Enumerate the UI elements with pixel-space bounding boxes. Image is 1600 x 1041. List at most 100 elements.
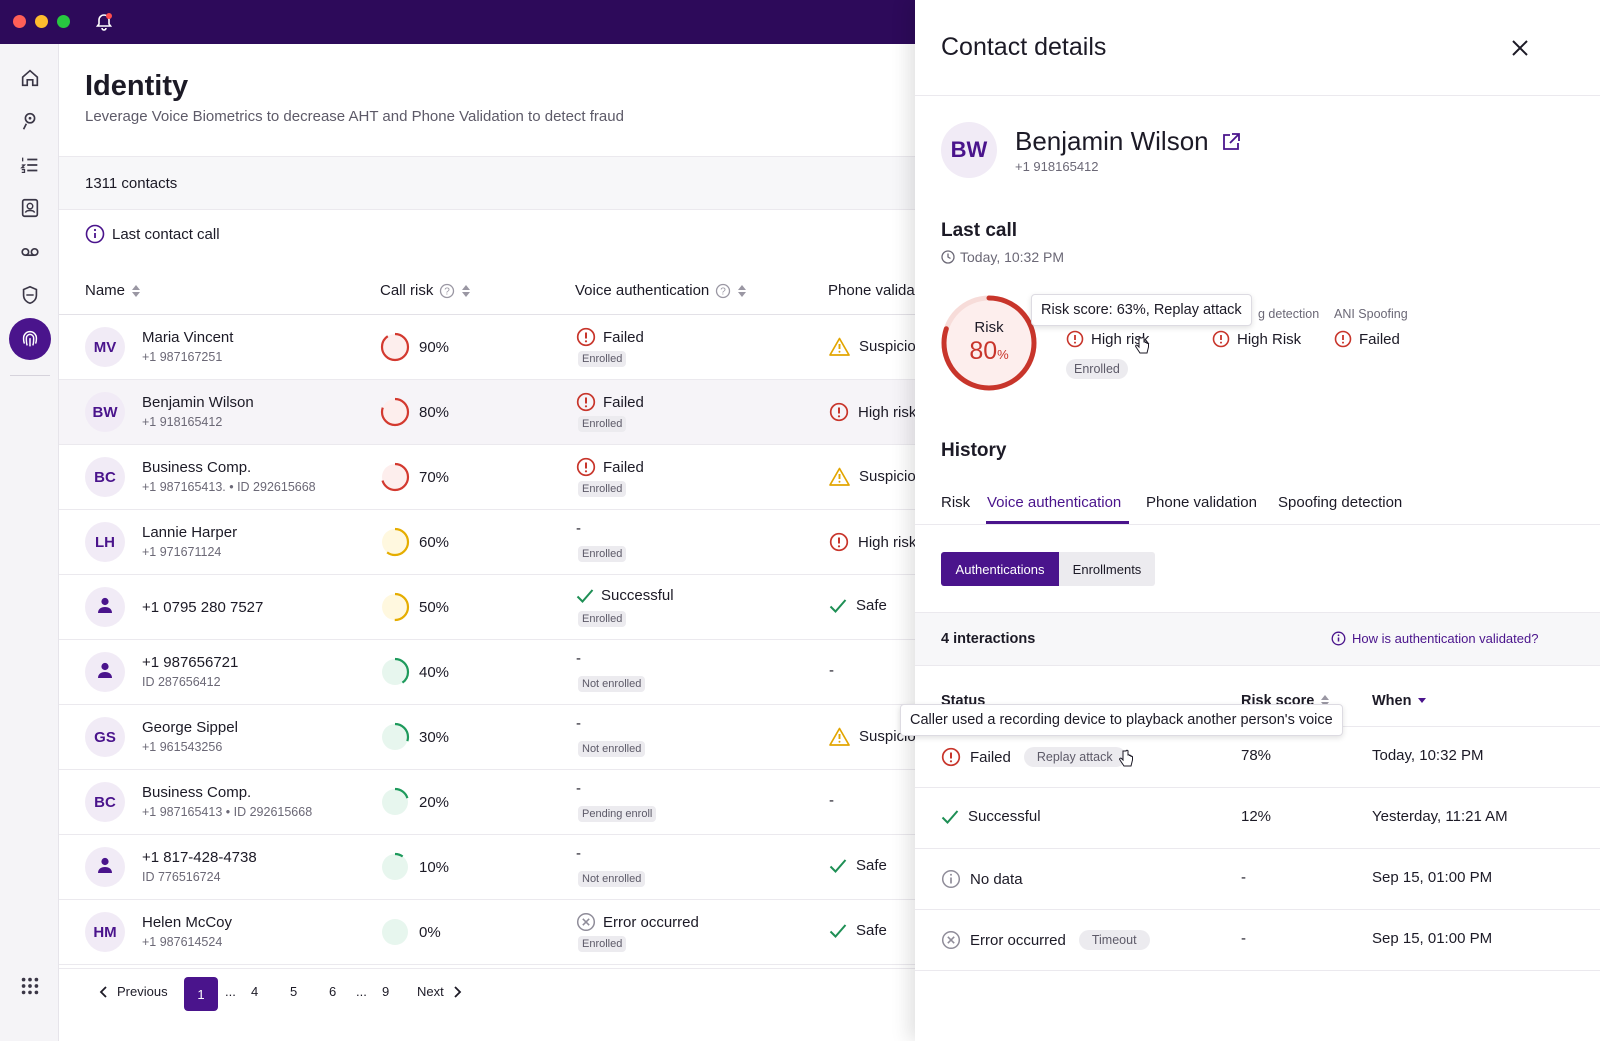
home-icon[interactable] (14, 62, 46, 94)
page-button-1[interactable]: 1 (184, 977, 218, 1011)
identity-main: Identity Leverage Voice Biometrics to de… (59, 44, 919, 1041)
history-header-when[interactable]: When (1372, 693, 1427, 709)
svg-text:?: ? (721, 286, 727, 297)
voice-auth-text: - (576, 845, 581, 862)
last-call-time-text: Today, 10:32 PM (960, 249, 1065, 265)
phone-validation-text: Suspicio (859, 468, 916, 485)
enrollment-chip: Not enrolled (578, 871, 646, 887)
alert-icon (1212, 330, 1230, 348)
previous-page-button[interactable]: Previous (99, 984, 168, 999)
avatar-initials: BC (94, 468, 116, 486)
column-header-voice-authentication[interactable]: Voice authentication? (575, 282, 747, 299)
enrollment-chip: Not enrolled (578, 676, 646, 692)
list-icon[interactable] (14, 149, 46, 181)
avatar-initials: LH (95, 533, 115, 551)
call-risk-ring (380, 852, 410, 882)
table-row[interactable]: BC Business Comp. +1 987165413. • ID 29261… (59, 445, 919, 510)
contact-phone: +1 987167251 (142, 350, 223, 364)
call-risk-value: 0% (419, 924, 441, 941)
help-icon[interactable]: ? (439, 283, 455, 299)
page-button-4[interactable]: 4 (251, 984, 259, 999)
table-row[interactable]: HM Helen McCoy +1 987614524 0% Error occurre… (59, 900, 919, 965)
warning-icon (829, 467, 850, 486)
close-window-button[interactable] (13, 15, 26, 28)
contact-phone: +1 987165413. • ID 292615668 (142, 480, 316, 494)
help-icon[interactable]: ? (715, 283, 731, 299)
history-status: No data (941, 869, 1023, 889)
phone-validation-status: - (829, 792, 834, 809)
next-page-button[interactable]: Next (417, 984, 462, 999)
risk-gauge-value: 80% (939, 337, 1039, 366)
history-status-chip[interactable]: Replay attack (1023, 747, 1126, 767)
call-risk-value: 90% (419, 339, 450, 356)
page-button-5[interactable]: 5 (290, 984, 298, 999)
history-row[interactable]: Error occurred Timeout - Sep 15, 01:00 PM (915, 910, 1600, 971)
alert-icon (1066, 330, 1084, 348)
risk-value-unit: % (997, 347, 1009, 362)
shield-icon[interactable] (14, 279, 46, 311)
previous-label: Previous (117, 984, 168, 999)
column-header-name[interactable]: Name (85, 282, 141, 299)
authentication-help-link[interactable]: How is authentication validated? (1331, 631, 1538, 646)
call-risk-value: 50% (419, 599, 450, 616)
apps-grid-icon[interactable] (14, 970, 46, 1002)
call-risk-ring (380, 657, 410, 687)
table-row[interactable]: +1 817-428-4738 ID 776516724 10% - Not enrol… (59, 835, 919, 900)
history-row[interactable]: No data - Sep 15, 01:00 PM (915, 849, 1600, 910)
table-row[interactable]: LH Lannie Harper +1 971671124 60% - Enrolled H… (59, 510, 919, 575)
page-button-6[interactable]: 6 (329, 984, 337, 999)
minimize-window-button[interactable] (35, 15, 48, 28)
history-status-text: No data (970, 870, 1023, 888)
notification-bell-icon[interactable] (94, 12, 114, 32)
voice-auth-status: Failed (576, 327, 644, 347)
last-call-heading: Last call (941, 220, 1018, 241)
tabs-divider (915, 524, 1600, 525)
history-heading: History (941, 440, 1007, 461)
segment-authentications[interactable]: Authentications (941, 552, 1059, 586)
agent-assist-icon[interactable] (14, 105, 46, 137)
page-button-9[interactable]: 9 (382, 984, 390, 999)
tab-risk[interactable]: Risk (941, 494, 971, 511)
segment-enrollments[interactable]: Enrollments (1059, 552, 1155, 586)
voice-auth-text: Error occurred (603, 913, 699, 931)
maximize-window-button[interactable] (57, 15, 70, 28)
history-status-text: Failed (970, 748, 1011, 766)
tab-spoofing-detection[interactable]: Spoofing detection (1278, 494, 1403, 511)
column-header-phone-validation[interactable]: Phone valida (828, 282, 915, 299)
table-row[interactable]: BW Benjamin Wilson +1 918165412 80% Failed En… (59, 380, 919, 445)
contact-name: Benjamin Wilson (1015, 126, 1241, 157)
history-status: Failed Replay attack (941, 747, 1126, 767)
history-row[interactable]: Failed Replay attack 78% Today, 10:32 PM (915, 727, 1600, 788)
table-row[interactable]: +1 0795 280 7527 50% Successful Enrolled Saf… (59, 575, 919, 640)
column-header-call-risk[interactable]: Call risk? (380, 282, 471, 299)
close-icon[interactable] (1509, 37, 1531, 59)
voice-auth-text: Failed (603, 393, 644, 411)
table-row[interactable]: MV Maria Vincent +1 987167251 90% Failed Enro… (59, 315, 919, 380)
call-risk-value: 20% (419, 794, 450, 811)
contact-name-text: Benjamin Wilson (1015, 126, 1209, 156)
external-link-icon[interactable] (1221, 132, 1241, 152)
last-contact-call-label: Last contact call (112, 225, 220, 243)
contact-phone: ID 287656412 (142, 675, 221, 689)
table-row[interactable]: BC Business Comp. +1 987165413 • ID 292615… (59, 770, 919, 835)
history-status-chip[interactable]: Timeout (1078, 930, 1150, 950)
alert-icon (941, 747, 961, 767)
alert-icon (829, 402, 849, 422)
ani-spoofing-status: Failed (1334, 330, 1400, 348)
panel-title: Contact details (941, 33, 1107, 61)
hand-cursor-icon (1135, 336, 1149, 354)
interactions-bar: 4 interactions How is authentication val… (915, 612, 1600, 666)
table-row[interactable]: GS George Sippel +1 961543256 30% - Not enrol… (59, 705, 919, 770)
voice-auth-status: - (576, 845, 581, 862)
voice-auth-status: Failed (576, 392, 644, 412)
voice-auth-status: Error occurred (576, 912, 699, 932)
history-row[interactable]: Successful 12% Yesterday, 11:21 AM (915, 788, 1600, 849)
fingerprint-icon[interactable] (9, 318, 51, 360)
check-icon (829, 923, 847, 939)
column-header-label: Call risk (380, 282, 434, 299)
table-row[interactable]: +1 987656721 ID 287656412 40% - Not enrolled… (59, 640, 919, 705)
contacts-book-icon[interactable] (14, 192, 46, 224)
tab-phone-validation[interactable]: Phone validation (1146, 494, 1257, 511)
voicemail-icon[interactable] (14, 236, 46, 268)
tab-voice-authentication[interactable]: Voice authentication (987, 494, 1122, 511)
